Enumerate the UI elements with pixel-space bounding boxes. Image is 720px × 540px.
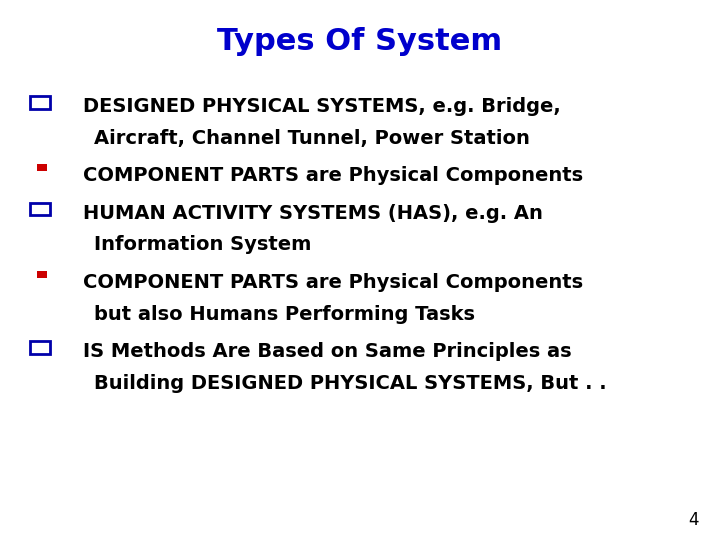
Text: Building DESIGNED PHYSICAL SYSTEMS, But . .: Building DESIGNED PHYSICAL SYSTEMS, But … [94,374,606,393]
Text: IS Methods Are Based on Same Principles as: IS Methods Are Based on Same Principles … [83,342,572,361]
Bar [30,96,50,109]
Text: COMPONENT PARTS are Physical Components: COMPONENT PARTS are Physical Components [83,166,583,185]
Bar [30,202,50,215]
Text: HUMAN ACTIVITY SYSTEMS (HAS), e.g. An: HUMAN ACTIVITY SYSTEMS (HAS), e.g. An [83,204,543,223]
Text: Information System: Information System [94,235,311,254]
Text: but also Humans Performing Tasks: but also Humans Performing Tasks [94,305,474,323]
Text: COMPONENT PARTS are Physical Components: COMPONENT PARTS are Physical Components [83,273,583,292]
Text: 4: 4 [688,511,698,529]
Bar [30,341,50,354]
Text: DESIGNED PHYSICAL SYSTEMS, e.g. Bridge,: DESIGNED PHYSICAL SYSTEMS, e.g. Bridge, [83,97,561,116]
Text: Aircraft, Channel Tunnel, Power Station: Aircraft, Channel Tunnel, Power Station [94,129,529,147]
Text: Types Of System: Types Of System [217,27,503,56]
Bar [37,271,47,278]
Bar [37,164,47,171]
